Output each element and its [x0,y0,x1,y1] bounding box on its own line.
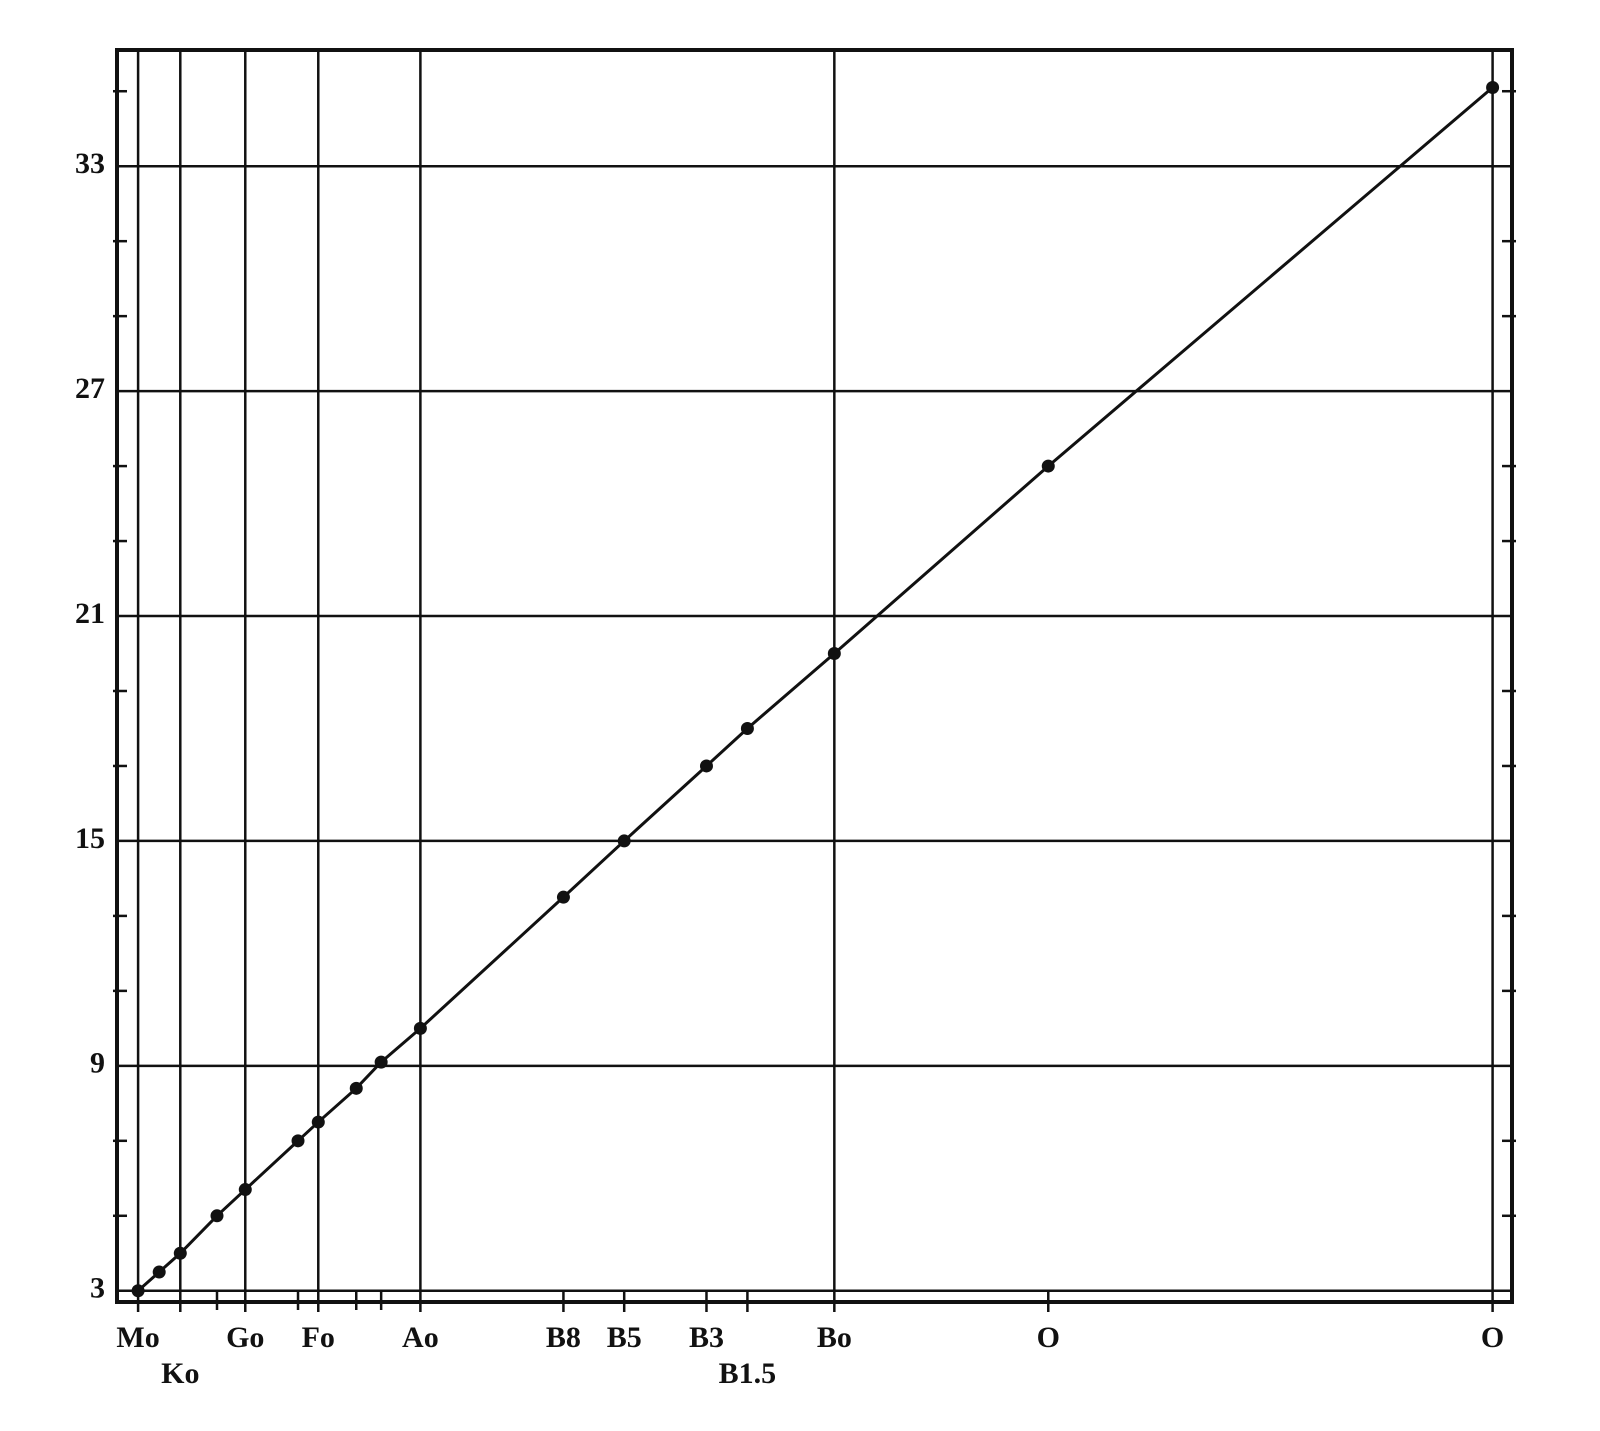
y-tick-label: 21 [75,597,105,630]
x-tick-label: B8 [546,1321,581,1354]
data-point [1041,459,1055,473]
x-tick-label: Bo [817,1321,852,1354]
y-tick-label: 3 [90,1272,105,1305]
data-point [617,834,631,848]
y-tick-label: 15 [75,822,105,855]
data-point [152,1265,166,1279]
x-tick-label: B1.5 [719,1357,777,1390]
x-tick-label: Fo [302,1321,335,1354]
data-point [1486,80,1500,94]
x-tick-label: B3 [689,1321,724,1354]
x-tick-label: Go [226,1321,264,1354]
data-point [173,1246,187,1260]
x-tick-label: Ao [402,1321,439,1354]
data-point [374,1055,388,1069]
data-point [413,1021,427,1035]
data-point [740,721,754,735]
data-point [238,1183,252,1197]
x-tick-label: O [1037,1321,1060,1354]
x-tick-label: B5 [607,1321,642,1354]
data-point [131,1284,145,1298]
x-tick-label: Mo [116,1321,159,1354]
data-point [349,1081,363,1095]
data-point [210,1209,224,1223]
y-tick-label: 33 [75,147,105,180]
plot-frame [115,48,1514,1304]
data-point [556,890,570,904]
data-point [291,1134,305,1148]
x-tick-label: Ko [161,1357,199,1390]
data-point [699,759,713,773]
data-point [311,1115,325,1129]
x-tick-label: O [1481,1321,1504,1354]
data-point [827,647,841,661]
y-tick-label: 27 [75,372,105,405]
y-tick-label: 9 [90,1047,105,1080]
